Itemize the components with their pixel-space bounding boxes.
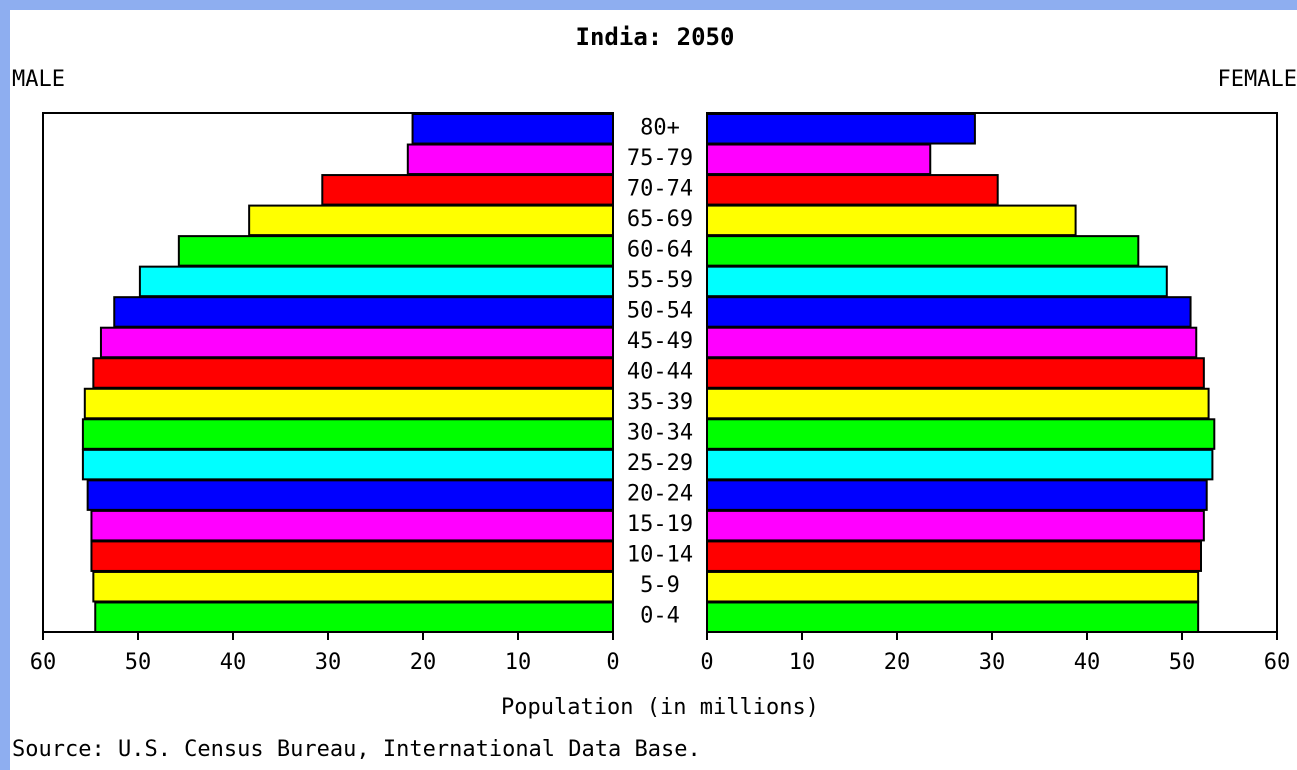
bar (90, 540, 614, 572)
bar (706, 326, 1198, 359)
bar (99, 326, 614, 359)
x-tick-label: 20 (884, 650, 911, 675)
age-label: 0-4 (640, 604, 680, 629)
bar (81, 418, 614, 450)
bar (86, 479, 614, 511)
bar (706, 509, 1205, 542)
chart-title: India: 2050 (576, 23, 735, 51)
male-label: MALE (12, 67, 65, 92)
bar (94, 601, 614, 633)
bar (113, 296, 614, 328)
bar (706, 204, 1077, 237)
age-label: 40-44 (627, 360, 693, 385)
bar (248, 204, 614, 237)
x-axis-label: Population (in millions) (501, 695, 819, 720)
bar (177, 235, 614, 267)
age-label: 35-39 (627, 390, 693, 415)
bar (81, 448, 614, 481)
x-tick-label: 50 (125, 650, 152, 675)
bar (92, 357, 615, 389)
x-tick-label: 50 (1169, 650, 1196, 675)
age-label: 5-9 (640, 573, 680, 598)
x-tick-label: 10 (505, 650, 532, 675)
bar (706, 387, 1210, 420)
age-label: 80+ (640, 115, 680, 140)
x-tick-label: 60 (30, 650, 57, 675)
age-label: 75-79 (627, 146, 693, 171)
bar (138, 265, 614, 298)
bar (706, 296, 1192, 328)
age-label: 70-74 (627, 176, 693, 201)
x-tick-label: 60 (1264, 650, 1291, 675)
source: Source: U.S. Census Bureau, Internationa… (12, 737, 701, 762)
age-label: 15-19 (627, 512, 693, 537)
x-tick-label: 0 (606, 650, 619, 675)
age-label: 20-24 (627, 482, 693, 507)
bar (706, 265, 1168, 298)
age-label: 30-34 (627, 421, 693, 446)
age-label: 25-29 (627, 451, 693, 476)
x-tick-label: 20 (410, 650, 437, 675)
bar (90, 509, 614, 542)
x-tick-label: 30 (315, 650, 342, 675)
bar (706, 448, 1214, 481)
bar (706, 357, 1205, 389)
bar (706, 174, 999, 206)
x-tick-label: 40 (1074, 650, 1101, 675)
x-tick-label: 40 (220, 650, 247, 675)
bar (406, 143, 614, 176)
age-label: 60-64 (627, 237, 693, 262)
bar (706, 570, 1200, 603)
bar (706, 143, 932, 176)
bar (92, 570, 615, 603)
bar (706, 540, 1202, 572)
age-label: 55-59 (627, 268, 693, 293)
age-label: 45-49 (627, 329, 693, 354)
age-label: 65-69 (627, 207, 693, 232)
x-tick-label: 10 (789, 650, 816, 675)
age-label: 50-54 (627, 298, 693, 323)
age-label: 10-14 (627, 543, 693, 568)
bar (706, 113, 976, 145)
x-tick-label: 30 (979, 650, 1006, 675)
x-tick-label: 0 (700, 650, 713, 675)
bar (411, 113, 614, 145)
bar (706, 235, 1140, 267)
bar (83, 387, 615, 420)
bar (706, 479, 1208, 511)
bar (321, 174, 614, 206)
bar (706, 601, 1200, 633)
bar (706, 418, 1216, 450)
female-label: FEMALE (1218, 67, 1297, 92)
